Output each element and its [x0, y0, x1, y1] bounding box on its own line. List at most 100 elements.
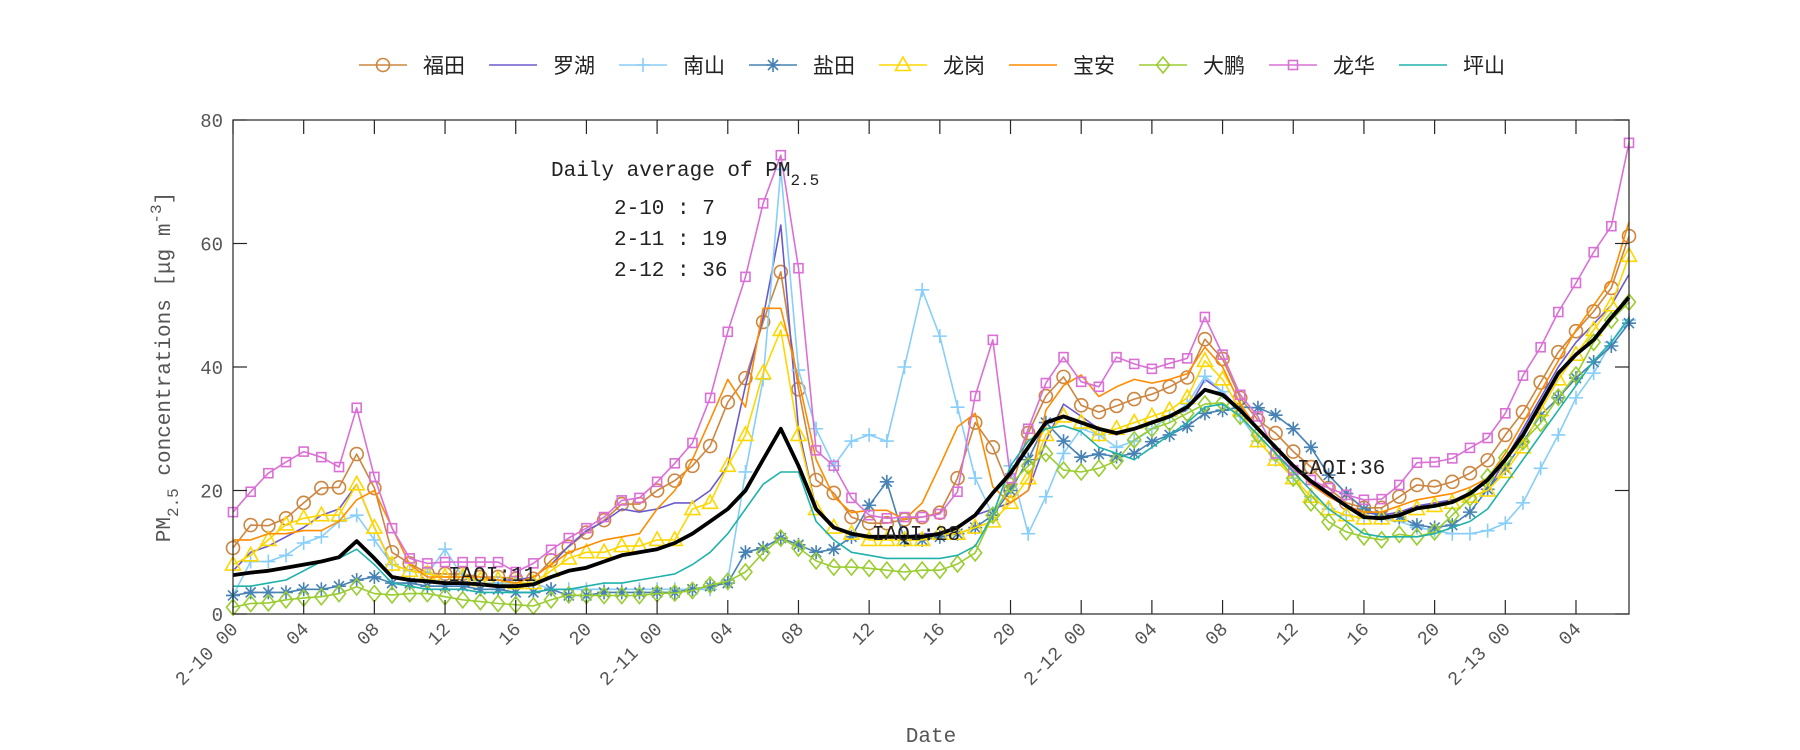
data-point-marker: [669, 458, 681, 469]
data-point-marker: [1462, 526, 1477, 541]
data-point-marker: [718, 456, 737, 473]
data-point-marker: [559, 548, 578, 565]
data-point-marker: [475, 556, 486, 568]
data-point-marker: [298, 446, 309, 457]
data-point-marker: [1074, 450, 1089, 465]
series-line: [232, 142, 1630, 573]
legend-label: 宝安: [1073, 54, 1115, 78]
series-line: [232, 301, 1630, 608]
data-point-marker: [985, 505, 1001, 525]
x-tick-label: 04: [1130, 619, 1162, 651]
data-point-marker: [881, 512, 893, 524]
data-point-marker: [1321, 468, 1336, 483]
x-tick-label: 16: [494, 619, 526, 651]
data-point-marker: [1568, 323, 1584, 339]
data-point-marker: [1517, 370, 1529, 381]
data-point-marker: [1073, 397, 1089, 413]
data-point-marker: [828, 460, 840, 472]
x-tick-label: 16: [918, 619, 950, 651]
data-point-marker: [243, 517, 258, 533]
data-point-marker: [331, 480, 347, 495]
data-point-marker: [259, 530, 278, 547]
data-point-marker: [1606, 220, 1617, 232]
data-point-marker: [685, 582, 700, 597]
data-point-marker: [702, 438, 718, 454]
data-point-marker: [967, 543, 983, 563]
data-point-marker: [1073, 462, 1089, 482]
data-point-marker: [1217, 349, 1228, 360]
data-point-marker: [1340, 489, 1352, 501]
data-point-marker: [861, 515, 877, 531]
data-point-marker: [862, 427, 877, 442]
legend-label: 盐田: [813, 54, 855, 78]
data-point-marker: [1444, 505, 1460, 525]
legend-item: 坪山: [1399, 54, 1505, 78]
data-point-marker: [367, 569, 382, 584]
x-tick-label: 2-10 00: [171, 619, 243, 691]
data-point-marker: [1037, 425, 1055, 442]
data-point-marker: [331, 584, 347, 603]
data-point-marker: [1570, 277, 1582, 289]
data-point-marker: [896, 562, 913, 582]
data-point-marker: [701, 493, 719, 510]
data-point-marker: [1021, 452, 1036, 467]
data-point-marker: [1393, 479, 1405, 491]
legend-label: 福田: [423, 54, 465, 78]
data-point-marker: [932, 329, 947, 344]
y-axis-label-main: PM: [154, 517, 177, 542]
data-point-marker: [384, 585, 400, 605]
data-point-marker: [703, 579, 718, 594]
data-point-marker: [738, 545, 753, 560]
x-tick-label: 20: [1413, 619, 1445, 651]
data-point-marker: [422, 558, 433, 569]
data-point-marker: [1126, 391, 1142, 407]
data-point-marker: [826, 485, 842, 501]
data-point-marker: [349, 446, 364, 462]
data-point-marker: [612, 536, 631, 553]
x-tick-label: 12: [1272, 619, 1304, 651]
data-point-marker: [614, 496, 630, 512]
data-point-marker: [879, 560, 895, 580]
data-point-marker: [1268, 408, 1283, 423]
data-point-marker: [314, 529, 329, 544]
data-point-marker: [367, 532, 382, 547]
data-point-marker: [1196, 351, 1214, 368]
data-point-marker: [740, 271, 751, 283]
data-point-marker: [665, 530, 684, 547]
data-point-marker: [260, 593, 276, 613]
x-tick-label: 04: [1555, 619, 1587, 651]
data-point-marker: [1568, 390, 1583, 405]
data-point-marker: [616, 495, 628, 506]
data-point-marker: [1199, 311, 1211, 323]
data-point-marker: [1056, 434, 1071, 449]
data-point-marker: [1444, 474, 1460, 490]
data-point-marker: [243, 585, 258, 600]
legend-item: 福田: [359, 54, 465, 78]
x-tick-label: 2-13 00: [1444, 619, 1516, 691]
data-point-marker: [245, 486, 256, 498]
data-point-marker: [404, 553, 416, 564]
data-point-marker: [369, 471, 380, 483]
data-point-marker: [651, 476, 663, 488]
data-point-marker: [899, 511, 910, 523]
data-point-marker: [1109, 449, 1124, 464]
data-point-marker: [1197, 331, 1213, 347]
data-point-marker: [1535, 341, 1546, 353]
legend-label: 大鹏: [1203, 54, 1245, 78]
data-point-marker: [296, 535, 311, 550]
legend-label: 龙岗: [943, 54, 985, 78]
legend-marker-icon: [1155, 55, 1171, 75]
data-point-marker: [349, 508, 364, 523]
data-point-marker: [347, 474, 366, 491]
data-point-marker: [1003, 483, 1018, 498]
data-point-marker: [1498, 516, 1513, 531]
data-point-marker: [952, 486, 963, 498]
legend-label: 坪山: [1463, 54, 1505, 78]
data-point-marker: [1427, 522, 1443, 542]
data-point-marker: [581, 522, 592, 534]
data-point-marker: [1358, 494, 1370, 506]
legend-marker-icon: [894, 55, 912, 72]
legend-marker-icon: [636, 58, 650, 72]
x-tick-label: 16: [1342, 619, 1374, 651]
data-point-marker: [897, 360, 912, 374]
